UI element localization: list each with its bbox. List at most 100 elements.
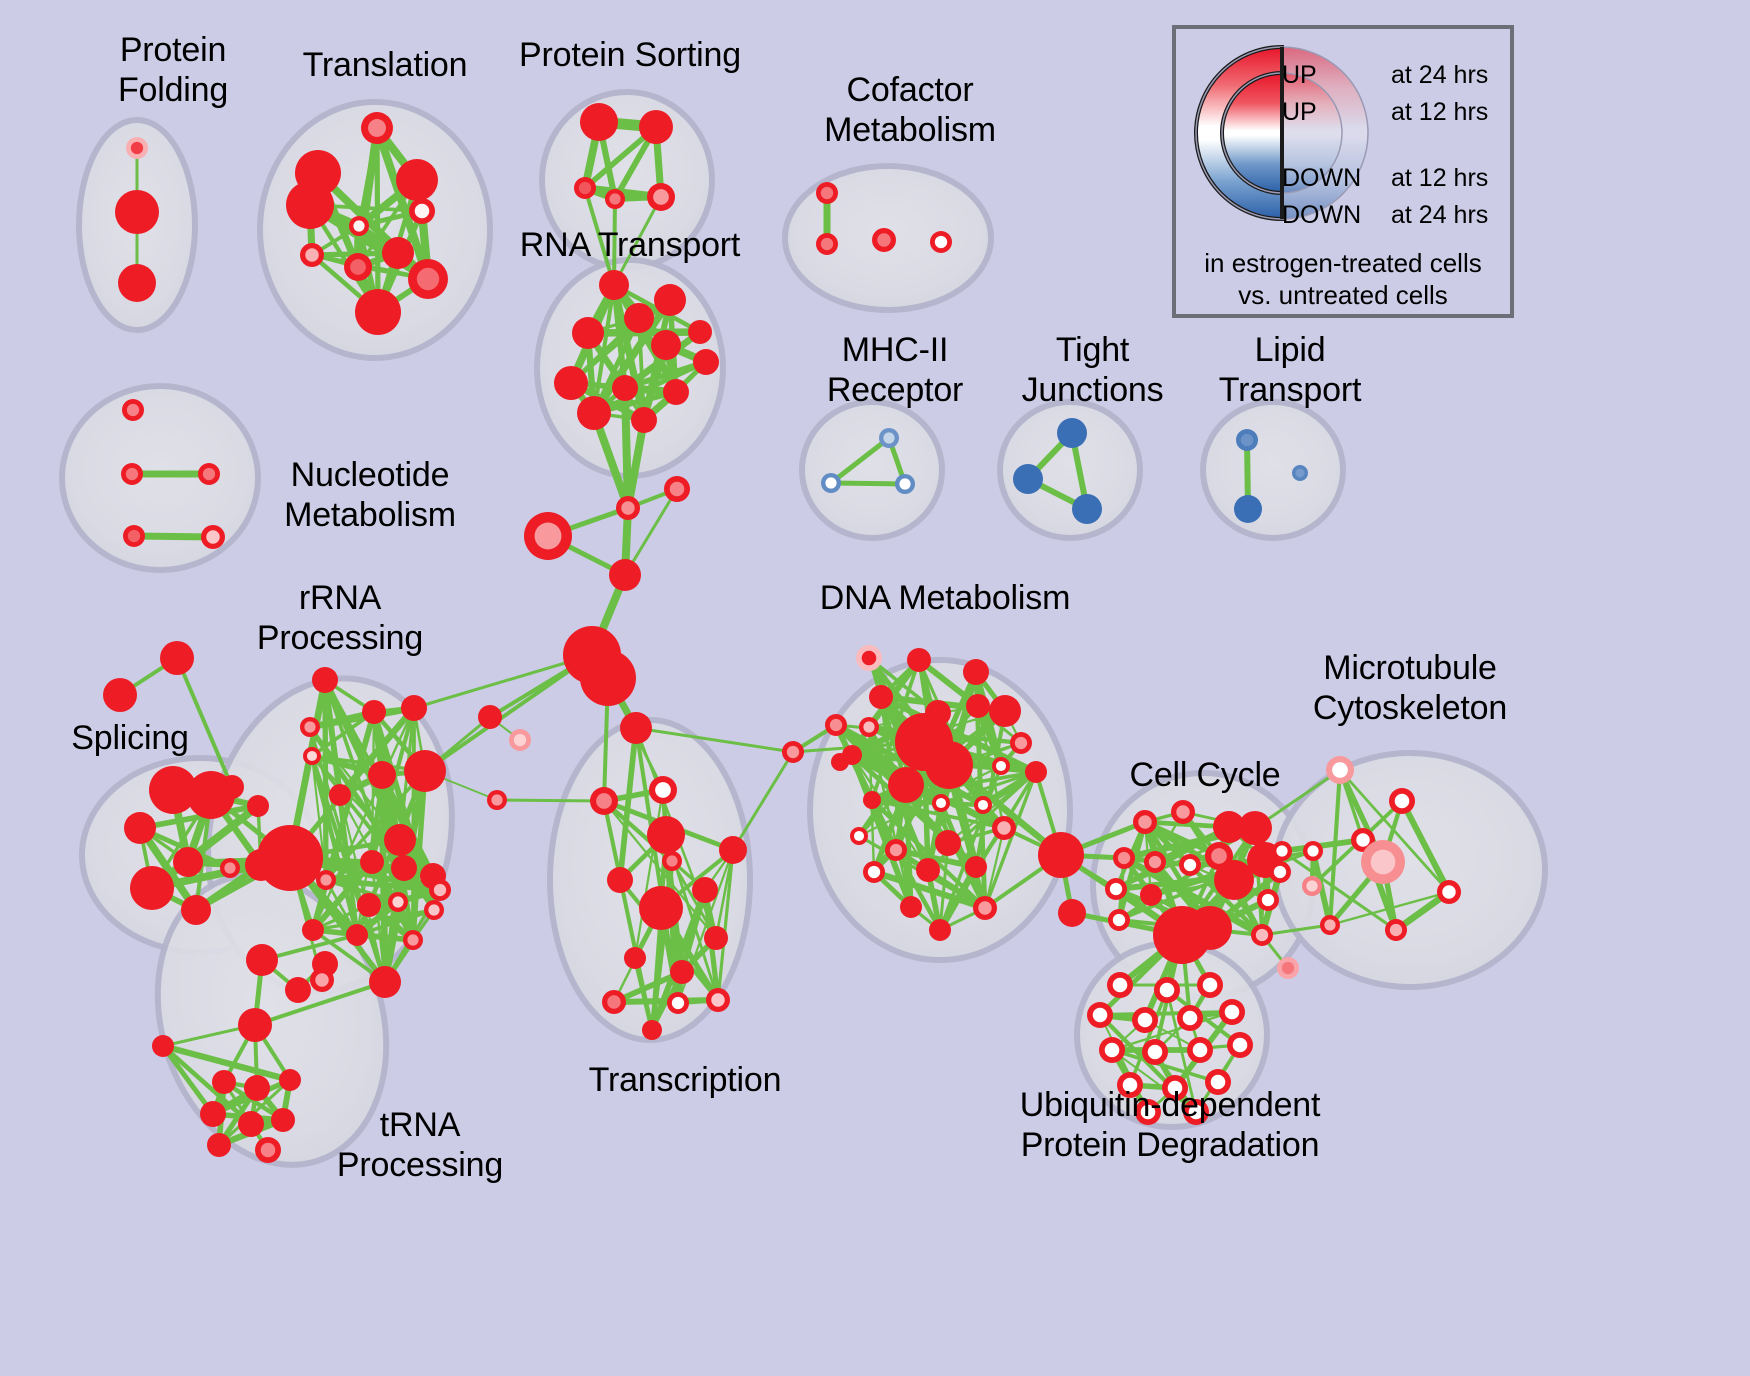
node-inner-core-12hr (290, 982, 306, 998)
network-node (124, 812, 156, 844)
node-inner-core-12hr (1019, 470, 1037, 488)
network-edge (136, 824, 200, 914)
network-node (220, 858, 240, 878)
network-node (916, 858, 940, 882)
network-node (663, 379, 689, 405)
network-node (246, 944, 278, 976)
node-inner-core-12hr (126, 272, 148, 294)
node-inner-core-12hr (940, 835, 956, 851)
node-inner-core-12hr (1210, 1074, 1226, 1090)
node-inner-core-12hr (1063, 424, 1081, 442)
node-inner-core-12hr (578, 181, 592, 195)
network-node (329, 784, 351, 806)
node-inner-core-12hr (609, 193, 621, 205)
legend-row-3-direction: DOWN (1282, 201, 1362, 229)
node-inner-core-12hr (899, 478, 911, 490)
node-inner-core-12hr (1276, 845, 1288, 857)
node-inner-core-12hr (636, 412, 652, 428)
node-inner-core-12hr (846, 749, 858, 761)
node-inner-core-12hr (205, 1106, 221, 1122)
network-node (639, 110, 673, 144)
network-node (704, 926, 728, 950)
network-node (160, 641, 194, 675)
network-node (620, 712, 652, 744)
network-node (879, 428, 899, 448)
node-inner-core-12hr (428, 904, 440, 916)
network-node (782, 741, 804, 763)
node-inner-core-12hr (607, 995, 621, 1009)
node-inner-core-12hr (628, 951, 642, 965)
node-inner-core-12hr (1240, 501, 1256, 517)
network-node (1142, 1039, 1168, 1065)
network-node (396, 159, 438, 201)
network-node (605, 189, 625, 209)
node-inner-core-12hr (251, 799, 265, 813)
network-node (316, 870, 336, 890)
network-node (361, 112, 393, 144)
node-inner-core-12hr (320, 874, 332, 886)
network-edge (584, 328, 704, 337)
network-node (856, 645, 882, 671)
node-inner-core-12hr (167, 648, 187, 668)
network-node (1140, 884, 1162, 906)
node-inner-core-12hr (996, 702, 1014, 720)
network-edge (130, 532, 217, 541)
network-node (642, 1020, 662, 1040)
network-edge (1111, 1049, 1197, 1113)
node-inner-core-12hr (315, 973, 329, 987)
network-node (1025, 761, 1047, 783)
network-node (173, 847, 203, 877)
node-inner-core-12hr (935, 751, 963, 779)
network-node (126, 137, 148, 159)
node-inner-core-12hr (646, 117, 666, 137)
node-inner-core-12hr (179, 853, 197, 871)
network-node (992, 757, 1010, 775)
network-node (907, 648, 931, 672)
network-node (1188, 906, 1232, 950)
network-node (362, 700, 386, 724)
network-node (1236, 429, 1258, 451)
node-inner-core-12hr (1167, 1080, 1183, 1096)
node-inner-core-12hr (305, 248, 319, 262)
cluster-bubble-nucleotide-metabolism (59, 383, 261, 573)
network-edge (1110, 1010, 1234, 1052)
node-inner-core-12hr (711, 993, 725, 1007)
network-node (238, 1008, 272, 1042)
node-inner-core-12hr (260, 1142, 276, 1158)
node-inner-core-12hr (127, 529, 141, 543)
network-node (863, 861, 885, 883)
network-edge (983, 770, 1038, 910)
network-edge (632, 955, 655, 1033)
network-node (200, 1101, 226, 1127)
network-node (667, 992, 689, 1014)
network-node (662, 851, 682, 871)
network-node (602, 990, 626, 1014)
cluster-label-protein-sorting: Protein Sorting (519, 36, 741, 74)
node-inner-core-12hr (1148, 855, 1162, 869)
network-node (121, 463, 143, 485)
legend-row-0-time: at 24 hrs (1391, 61, 1489, 89)
network-node (357, 893, 381, 917)
node-inner-core-12hr (1295, 468, 1305, 478)
network-edge (323, 877, 443, 893)
node-inner-core-12hr (513, 733, 527, 747)
node-inner-core-12hr (271, 839, 309, 877)
network-edge (1253, 768, 1342, 830)
network-node (670, 960, 694, 984)
network-node (285, 977, 311, 1003)
cluster-label-tight-junctions: Tight Junctions (1021, 331, 1164, 409)
node-inner-core-12hr (249, 1080, 265, 1096)
network-node (130, 866, 174, 910)
network-node (599, 270, 629, 300)
network-node (1179, 854, 1201, 876)
node-inner-core-12hr (825, 477, 837, 489)
node-inner-core-12hr (1202, 977, 1218, 993)
network-edge (1279, 837, 1366, 854)
node-inner-core-12hr (283, 1073, 297, 1087)
node-inner-core-12hr (861, 650, 877, 666)
node-inner-core-12hr (612, 872, 628, 888)
node-inner-core-12hr (296, 191, 324, 219)
network-node (187, 771, 235, 819)
network-edge (1120, 854, 1266, 939)
